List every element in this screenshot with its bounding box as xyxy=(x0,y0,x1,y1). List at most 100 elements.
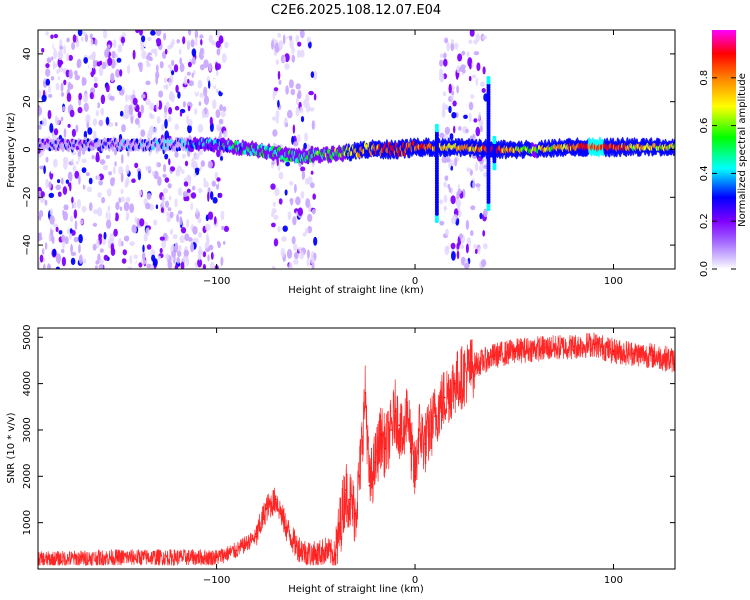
heatmap-cell xyxy=(285,161,290,167)
snr-data-point xyxy=(215,556,218,559)
heatmap-cell xyxy=(114,148,117,156)
heatmap-cell xyxy=(194,108,198,115)
heatmap-cell xyxy=(207,254,210,262)
heatmap-cell xyxy=(118,237,122,248)
heatmap-cell xyxy=(450,165,454,171)
heatmap-cell xyxy=(117,44,123,53)
heatmap-cell xyxy=(107,205,111,212)
heatmap-cell xyxy=(288,79,294,89)
heatmap-cell xyxy=(93,101,98,109)
heatmap-cell xyxy=(474,248,478,255)
heatmap-cell xyxy=(139,62,143,73)
heatmap-cell xyxy=(49,215,55,225)
y-tick-label: 40 xyxy=(22,48,33,61)
heatmap-cell xyxy=(110,111,114,122)
heatmap-cell xyxy=(115,201,120,211)
heatmap-cell xyxy=(448,187,452,193)
heatmap-cell xyxy=(71,42,76,50)
heatmap-cell xyxy=(306,258,310,267)
heatmap-cell xyxy=(277,226,281,233)
heatmap-cell xyxy=(443,52,447,59)
heatmap-cell xyxy=(62,240,65,249)
heatmap-cell xyxy=(203,86,208,97)
heatmap-cell xyxy=(55,82,60,91)
heatmap-cell xyxy=(190,192,197,199)
heatmap-cell xyxy=(151,171,155,177)
snr-plot-area xyxy=(38,332,675,567)
heatmap-cell xyxy=(287,109,293,119)
heatmap-cell xyxy=(61,234,66,242)
heatmap-cell xyxy=(63,156,69,164)
heatmap-cell xyxy=(177,250,182,258)
heatmap-cell xyxy=(442,102,447,112)
heatmap-cell xyxy=(38,106,43,116)
heatmap-cell xyxy=(179,63,185,73)
heatmap-cell xyxy=(155,74,159,85)
heatmap-cell xyxy=(192,226,198,235)
heatmap-cell xyxy=(146,244,152,250)
heatmap-cell xyxy=(211,180,216,187)
heatmap-cell xyxy=(213,229,218,234)
heatmap-cell xyxy=(120,36,126,44)
snr-data-point xyxy=(473,364,476,366)
heatmap-cell xyxy=(170,166,176,172)
y-tick-label: 1000 xyxy=(22,510,33,535)
heatmap-cell xyxy=(69,228,73,234)
heatmap-cell xyxy=(57,60,64,66)
heatmap-cell xyxy=(293,243,298,251)
heatmap-cell xyxy=(161,199,165,207)
heatmap-cell xyxy=(114,212,119,222)
colorbar-tick-label: 0.4 xyxy=(699,165,710,181)
heatmap-cell xyxy=(193,172,197,177)
heatmap-cell xyxy=(129,255,133,264)
heatmap-cell xyxy=(135,30,140,34)
heatmap-cell xyxy=(450,39,454,44)
heatmap-cell xyxy=(93,209,99,215)
heatmap-cell xyxy=(439,72,445,83)
heatmap-cell xyxy=(177,210,183,215)
heatmap-cell xyxy=(145,98,151,106)
heatmap-cell xyxy=(289,40,294,49)
heatmap-cell xyxy=(62,106,66,112)
heatmap-cell xyxy=(139,30,143,36)
heatmap-cell xyxy=(307,176,313,185)
heatmap-cell xyxy=(95,260,100,265)
heatmap-cell xyxy=(439,132,445,139)
heatmap-cell xyxy=(450,95,454,101)
heatmap-cell xyxy=(95,154,100,163)
heatmap-cell xyxy=(118,197,121,204)
y-tick-label: 20 xyxy=(22,95,33,108)
heatmap-cell xyxy=(63,128,67,138)
heatmap-cell xyxy=(127,64,131,75)
heatmap-cell xyxy=(101,196,106,204)
heatmap-cell xyxy=(280,247,286,258)
heatmap-cell xyxy=(77,106,83,114)
heatmap-cell xyxy=(441,162,447,169)
heatmap-cell xyxy=(155,102,159,112)
heatmap-cell xyxy=(106,219,112,229)
heatmap-cell xyxy=(150,48,157,54)
heatmap-cell xyxy=(116,85,122,91)
heatmap-cell xyxy=(77,30,83,37)
heatmap-cell xyxy=(168,225,173,230)
heatmap-cell xyxy=(297,41,302,47)
heatmap-cell xyxy=(121,124,126,133)
heatmap-cell xyxy=(216,48,221,56)
heatmap-cell xyxy=(164,118,168,129)
heatmap-cell xyxy=(439,199,444,205)
heatmap-cell xyxy=(194,30,199,39)
snr-series-line xyxy=(38,332,675,567)
heatmap-cell xyxy=(199,166,202,171)
snr-data-point xyxy=(444,396,446,399)
heatmap-cell xyxy=(100,174,105,180)
snr-panel: −100 0 100 1000 2000 3000 4000 5000 Height of … xyxy=(6,325,676,595)
heatmap-cell xyxy=(457,53,463,62)
spectrogram-panel: −100 0 100 −40 −20 0 20 40 Height of straight … xyxy=(6,29,676,296)
heatmap-cell xyxy=(167,64,173,69)
heatmap-cell xyxy=(71,128,76,138)
heatmap-cell xyxy=(118,166,124,175)
snr-data-point xyxy=(573,345,575,348)
heatmap-cell xyxy=(281,236,287,242)
heatmap-cell xyxy=(299,49,305,58)
heatmap-cell xyxy=(74,70,78,76)
